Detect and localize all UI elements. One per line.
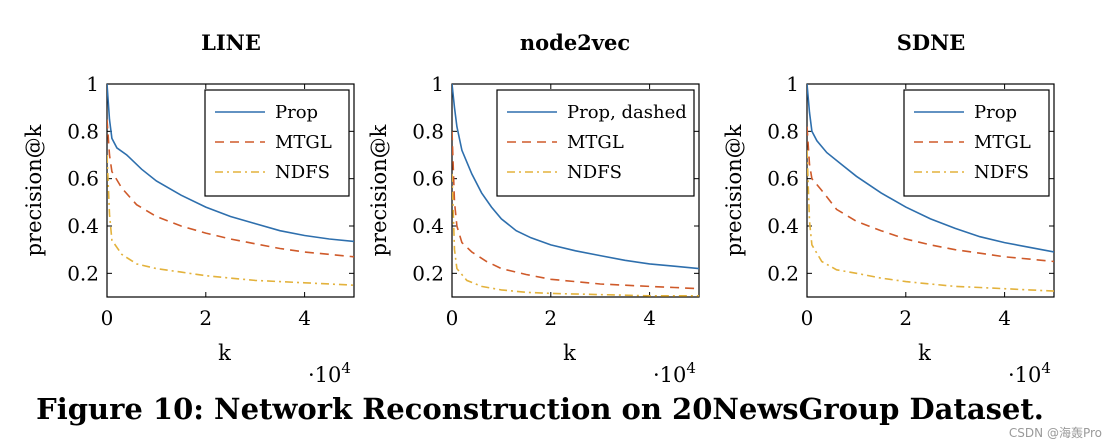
series-line-dashed — [107, 119, 354, 258]
x-tick-label: 0 — [101, 306, 114, 330]
figure-caption: Figure 10: Network Reconstruction on 20N… — [36, 392, 1044, 426]
x-tick-label: 2 — [899, 306, 912, 330]
legend: Prop, dashed MTGL NDFS — [496, 89, 695, 197]
legend-entry: MTGL — [974, 132, 1031, 153]
y-tick-label: 0.8 — [67, 119, 99, 143]
y-axis-label: precision@k — [367, 124, 391, 256]
y-axis-label: precision@k — [722, 124, 746, 256]
x-tick-label: 4 — [643, 306, 656, 330]
legend-box — [496, 89, 695, 197]
y-tick-label: 0.6 — [767, 167, 799, 191]
x-axis-label: k — [218, 341, 231, 365]
y-tick-label: 0.2 — [767, 261, 799, 285]
x-axis-label: k — [563, 341, 576, 365]
series-line-solid — [807, 84, 1054, 253]
y-tick-label: 0.8 — [412, 119, 444, 143]
y-tick-label: 0.6 — [412, 167, 444, 191]
y-tick-label: 1 — [86, 72, 99, 96]
legend: Prop MTGL NDFS — [204, 89, 350, 197]
y-axis-label: precision@k — [22, 124, 46, 256]
chart-panel-2: node2vec 0.2 0.4 0.6 0.8 1 0 2 4 k precision@k ·104… — [367, 30, 700, 387]
x-tick-label: 0 — [801, 306, 814, 330]
series-line-solid — [107, 84, 354, 243]
x-axis-multiplier: ·104 — [1008, 359, 1051, 387]
legend-entry: MTGL — [275, 132, 332, 153]
legend: Prop MTGL NDFS — [903, 89, 1050, 197]
x-axis-multiplier: ·104 — [653, 359, 696, 387]
x-tick-label: 0 — [446, 306, 459, 330]
legend-entry: NDFS — [275, 162, 330, 183]
legend-box — [903, 89, 1050, 197]
y-tick-label: 0.4 — [67, 214, 99, 238]
x-tick-label: 2 — [544, 306, 557, 330]
x-tick-label: 2 — [199, 306, 212, 330]
y-tick-label: 0.2 — [412, 261, 444, 285]
y-tick-label: 1 — [431, 72, 444, 96]
watermark-text: CSDN @海轰Pro — [1008, 426, 1102, 440]
x-tick-label: 4 — [998, 306, 1011, 330]
legend-box — [204, 89, 350, 197]
y-tick-label: 0.8 — [767, 119, 799, 143]
y-tick-label: 0.4 — [767, 214, 799, 238]
x-axis-multiplier: ·104 — [308, 359, 351, 387]
y-tick-label: 0.6 — [67, 167, 99, 191]
chart-title: SDNE — [897, 30, 966, 55]
chart-panel-1: LINE 0.2 0.4 0.6 0.8 1 0 2 4 k precision@k ·104 Prop… — [22, 30, 355, 387]
series-line-solid — [452, 84, 699, 270]
x-tick-label: 4 — [298, 306, 311, 330]
chart-panel-3: SDNE 0.2 0.4 0.6 0.8 1 0 2 4 k precision@k ·104 Prop… — [722, 30, 1055, 387]
y-tick-label: 1 — [786, 72, 799, 96]
axes-frame — [451, 83, 700, 298]
legend-entry: Prop — [974, 102, 1017, 123]
legend-entry: NDFS — [567, 162, 622, 183]
series-line-dashed — [807, 126, 1054, 263]
x-axis-label: k — [918, 341, 931, 365]
series-line-dashed — [452, 131, 699, 290]
series-line-dashdot — [452, 173, 699, 297]
y-tick-label: 0.2 — [67, 261, 99, 285]
axes-frame — [806, 83, 1055, 298]
y-tick-label: 0.4 — [412, 214, 444, 238]
axes-frame — [106, 83, 355, 298]
chart-title: LINE — [201, 30, 261, 55]
series-line-dashdot — [807, 150, 1054, 292]
legend-entry: Prop, dashed — [567, 102, 687, 123]
legend-entry: NDFS — [974, 162, 1029, 183]
legend-entry: MTGL — [567, 132, 624, 153]
chart-title: node2vec — [520, 30, 630, 55]
legend-entry: Prop — [275, 102, 318, 123]
